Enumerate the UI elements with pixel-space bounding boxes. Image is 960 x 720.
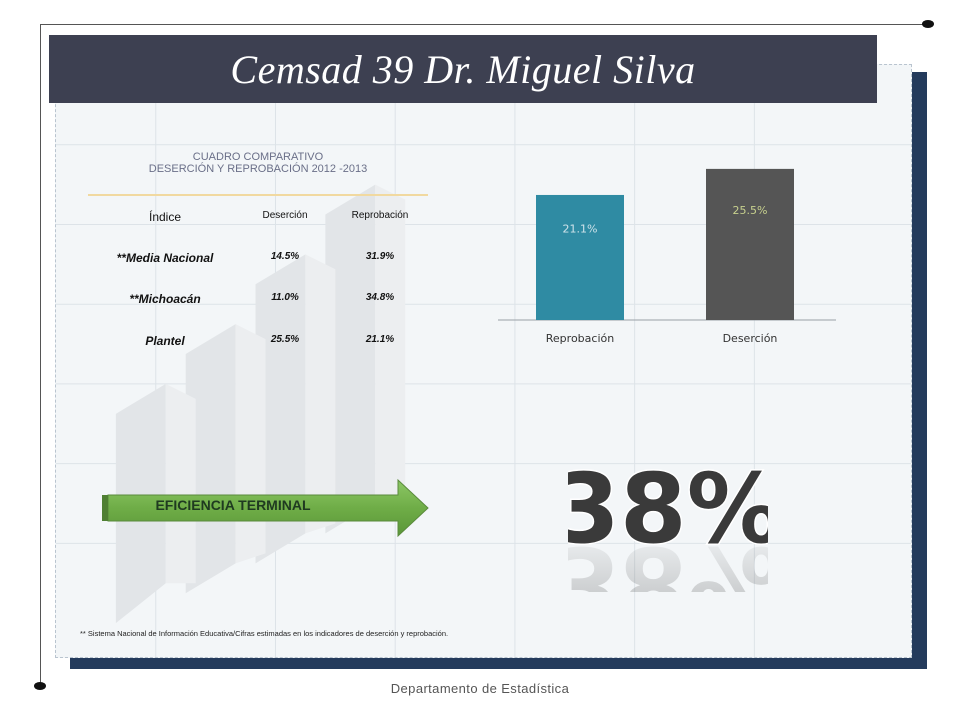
eficiencia-value-reflection: 38% bbox=[568, 525, 768, 592]
table-heading-line2: DESERCIÓN Y REPROBACIÓN 2012 -2013 bbox=[148, 163, 368, 175]
table-heading: CUADRO COMPARATIVO DESERCIÓN Y REPROBACI… bbox=[88, 151, 428, 175]
slide-panel bbox=[55, 64, 912, 658]
bar-data-label: 25.5% bbox=[733, 204, 768, 217]
column-header-reprobacion: Reprobación bbox=[351, 210, 409, 221]
decorative-line-left bbox=[40, 24, 41, 686]
category-label: Deserción bbox=[723, 332, 778, 345]
eficiencia-value: 38% bbox=[568, 453, 768, 565]
title-bar: Cemsad 39 Dr. Miguel Silva bbox=[49, 35, 877, 103]
table-row: **Media Nacional 14.5% 31.9% bbox=[100, 251, 430, 287]
eficiencia-percentage: 38% 38% bbox=[568, 452, 768, 592]
table-cell-indice: **Media Nacional bbox=[116, 251, 214, 265]
table-heading-divider bbox=[88, 194, 428, 196]
table-cell-desercion: 14.5% bbox=[270, 251, 300, 262]
table-cell-indice: Plantel bbox=[145, 334, 185, 348]
table-cell-indice: **Michoacán bbox=[129, 292, 201, 306]
eficiencia-arrow bbox=[102, 478, 429, 538]
category-label: Reprobación bbox=[546, 332, 614, 345]
eficiencia-label: EFICIENCIA TERMINAL bbox=[155, 497, 311, 513]
table-cell-reprobacion: 31.9% bbox=[365, 251, 395, 262]
bar-chart: 21.1% Reprobación 25.5% Deserción bbox=[498, 168, 836, 345]
table-cell-desercion: 11.0% bbox=[271, 292, 299, 303]
background-graphic bbox=[56, 65, 911, 657]
table-header-row: Índice Deserción Reprobación bbox=[100, 210, 430, 246]
bar-0 bbox=[536, 194, 624, 320]
table-cell-desercion: 25.5% bbox=[270, 334, 300, 345]
page-title: Cemsad 39 Dr. Miguel Silva bbox=[230, 46, 696, 92]
footnote: ** Sistema Nacional de Información Educa… bbox=[80, 629, 449, 638]
decorative-dot-top-right bbox=[922, 20, 934, 28]
column-header-indice: Índice bbox=[148, 210, 182, 224]
bar-data-label: 21.1% bbox=[563, 222, 598, 235]
table-cell-reprobacion: 34.8% bbox=[365, 292, 395, 303]
table-heading-line1: CUADRO COMPARATIVO bbox=[192, 151, 324, 163]
table-row: **Michoacán 11.0% 34.8% bbox=[100, 292, 430, 328]
table-cell-reprobacion: 21.1% bbox=[365, 334, 395, 345]
department-label: Departamento de Estadística bbox=[390, 681, 570, 696]
bar-1 bbox=[706, 168, 794, 320]
table-row: Plantel 25.5% 21.1% bbox=[100, 334, 430, 370]
decorative-line-top bbox=[40, 24, 926, 25]
decorative-dot-bottom-left bbox=[34, 682, 46, 690]
column-header-desercion: Deserción bbox=[262, 210, 308, 221]
